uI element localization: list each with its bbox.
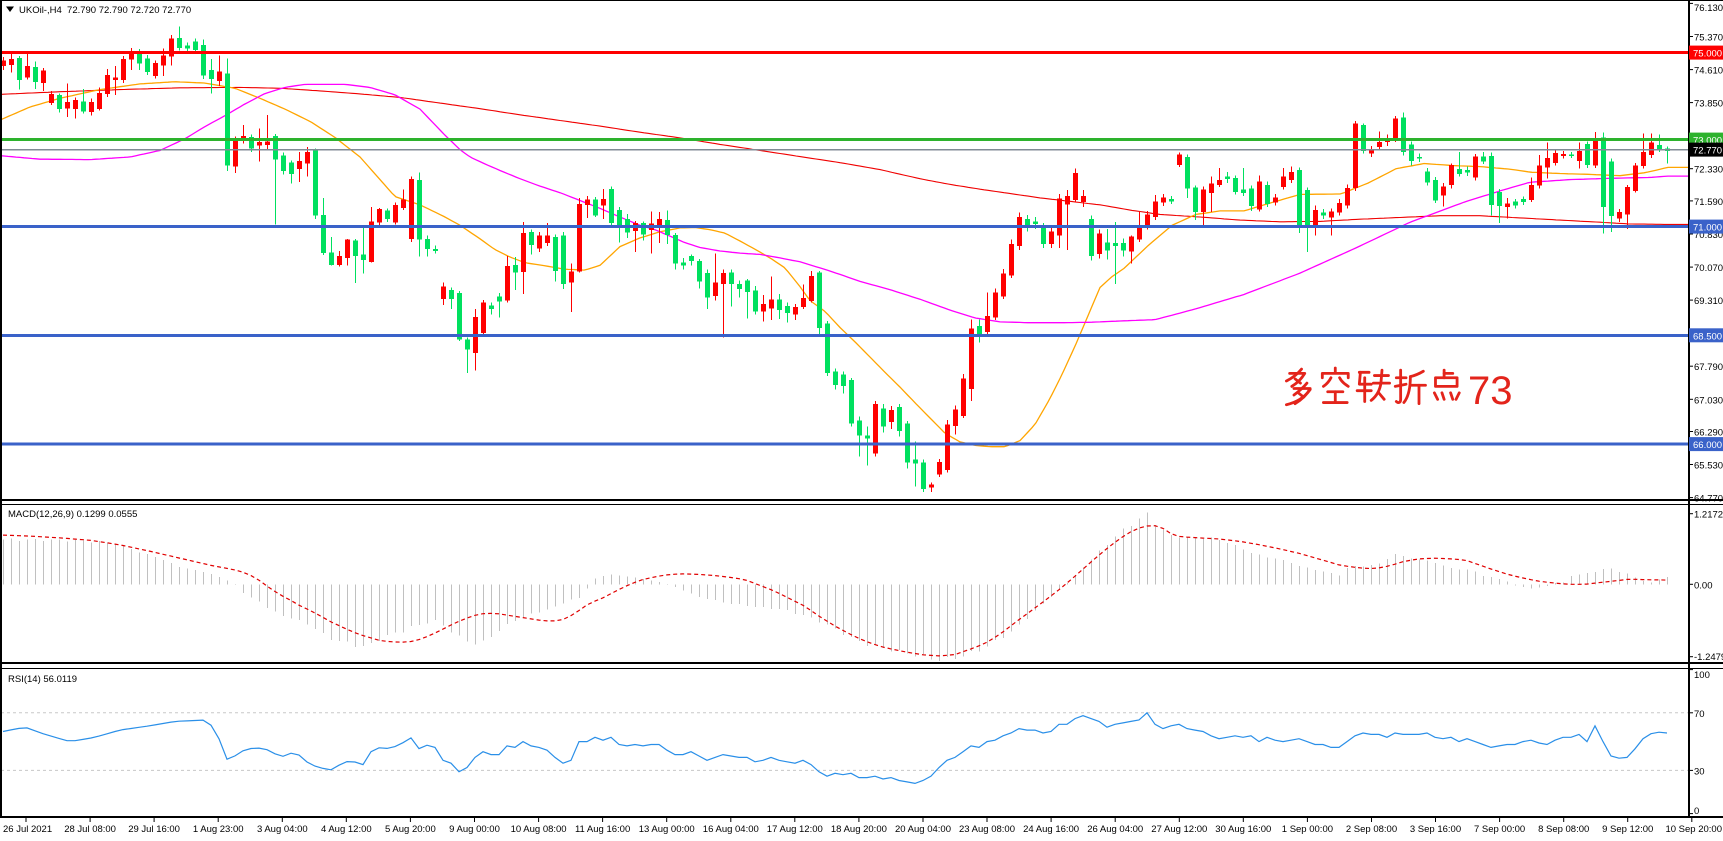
svg-text:-1.2479: -1.2479: [1694, 652, 1723, 663]
svg-text:26 Jul 2021: 26 Jul 2021: [3, 824, 52, 835]
svg-text:67.030: 67.030: [1694, 395, 1723, 406]
svg-text:MACD(12,26,9) 0.1299 0.0555: MACD(12,26,9) 0.1299 0.0555: [8, 509, 137, 520]
svg-text:75.370: 75.370: [1694, 33, 1723, 44]
svg-text:72.330: 72.330: [1694, 165, 1723, 176]
svg-text:30 Aug 16:00: 30 Aug 16:00: [1215, 824, 1271, 835]
svg-text:76.130: 76.130: [1694, 3, 1723, 14]
svg-text:66.290: 66.290: [1694, 428, 1723, 439]
svg-text:27 Aug 12:00: 27 Aug 12:00: [1151, 824, 1207, 835]
svg-text:75.000: 75.000: [1693, 49, 1722, 60]
svg-text:100: 100: [1694, 670, 1710, 681]
svg-text:10 Sep 20:00: 10 Sep 20:00: [1665, 824, 1722, 835]
svg-text:5 Aug 20:00: 5 Aug 20:00: [385, 824, 436, 835]
svg-text:29 Jul 16:00: 29 Jul 16:00: [128, 824, 180, 835]
svg-text:0: 0: [1694, 806, 1699, 817]
svg-text:17 Aug 12:00: 17 Aug 12:00: [767, 824, 823, 835]
svg-text:73.000: 73.000: [1693, 136, 1722, 147]
svg-text:70.070: 70.070: [1694, 263, 1723, 274]
svg-text:24 Aug 16:00: 24 Aug 16:00: [1023, 824, 1079, 835]
svg-text:70: 70: [1694, 709, 1705, 720]
svg-text:2 Sep 08:00: 2 Sep 08:00: [1346, 824, 1397, 835]
svg-text:70.830: 70.830: [1694, 230, 1723, 241]
svg-text:71.000: 71.000: [1693, 223, 1722, 234]
svg-text:3 Aug 04:00: 3 Aug 04:00: [257, 824, 308, 835]
svg-text:66.000: 66.000: [1693, 440, 1722, 451]
svg-text:68.500: 68.500: [1693, 331, 1722, 342]
svg-text:3 Sep 16:00: 3 Sep 16:00: [1410, 824, 1461, 835]
svg-text:72.770: 72.770: [1693, 146, 1722, 157]
svg-text:65.530: 65.530: [1694, 461, 1723, 472]
svg-text:20 Aug 04:00: 20 Aug 04:00: [895, 824, 951, 835]
svg-text:13 Aug 00:00: 13 Aug 00:00: [639, 824, 695, 835]
svg-text:8 Sep 08:00: 8 Sep 08:00: [1538, 824, 1589, 835]
svg-text:9 Sep 12:00: 9 Sep 12:00: [1602, 824, 1653, 835]
svg-text:74.610: 74.610: [1694, 66, 1723, 77]
svg-text:10 Aug 08:00: 10 Aug 08:00: [511, 824, 567, 835]
svg-text:1 Sep 00:00: 1 Sep 00:00: [1282, 824, 1333, 835]
svg-text:7 Sep 00:00: 7 Sep 00:00: [1474, 824, 1525, 835]
svg-text:18 Aug 20:00: 18 Aug 20:00: [831, 824, 887, 835]
svg-text:64.770: 64.770: [1694, 494, 1723, 505]
svg-text:30: 30: [1694, 766, 1705, 777]
svg-text:26 Aug 04:00: 26 Aug 04:00: [1087, 824, 1143, 835]
svg-text:1 Aug 23:00: 1 Aug 23:00: [193, 824, 244, 835]
svg-text:9 Aug 00:00: 9 Aug 00:00: [449, 824, 500, 835]
svg-text:4 Aug 12:00: 4 Aug 12:00: [321, 824, 372, 835]
svg-text:11 Aug 16:00: 11 Aug 16:00: [575, 824, 630, 835]
svg-text:RSI(14) 56.0119: RSI(14) 56.0119: [8, 674, 77, 685]
svg-text:16 Aug 04:00: 16 Aug 04:00: [703, 824, 759, 835]
svg-text:28 Jul 08:00: 28 Jul 08:00: [64, 824, 116, 835]
svg-text:67.790: 67.790: [1694, 362, 1723, 373]
svg-text:73.850: 73.850: [1694, 99, 1723, 110]
svg-text:71.590: 71.590: [1694, 197, 1723, 208]
svg-text:73: 73: [1468, 369, 1513, 413]
svg-text:0.00: 0.00: [1694, 580, 1713, 591]
svg-text:UKOil-,H4 72.790 72.790 72.72: UKOil-,H4 72.790 72.790 72.720 72.770: [19, 5, 191, 16]
svg-text:1.2172: 1.2172: [1694, 510, 1723, 521]
svg-text:23 Aug 08:00: 23 Aug 08:00: [959, 824, 1015, 835]
svg-text:69.310: 69.310: [1694, 296, 1723, 307]
